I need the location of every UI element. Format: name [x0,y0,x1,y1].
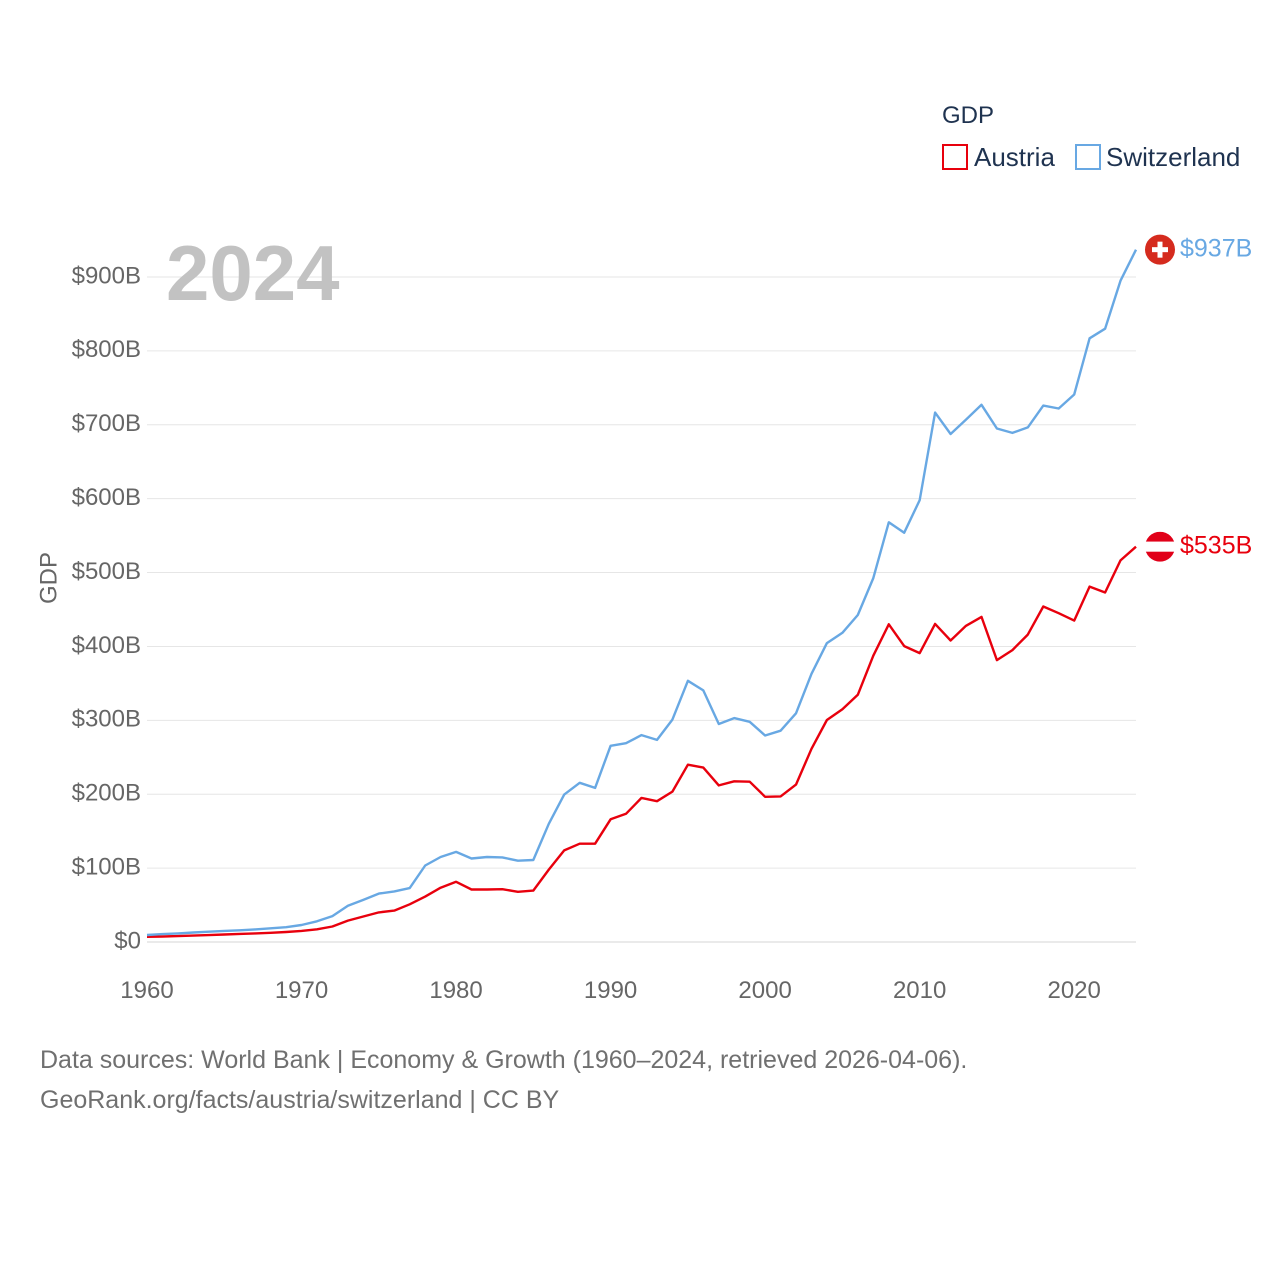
end-value-label-switzerland: $937B [1180,234,1252,262]
y-tick-label: $100B [72,853,141,880]
legend-swatch-austria [942,144,968,170]
y-tick-label: $600B [72,484,141,511]
year-watermark: 2024 [166,229,340,317]
y-tick-label: $300B [72,706,141,733]
legend-label-austria: Austria [974,142,1055,172]
x-tick-label: 1970 [275,977,328,1004]
footer: Data sources: World Bank | Economy & Gro… [40,1040,967,1120]
legend: GDP Austria Switzerland [942,102,1240,172]
source-url: GeoRank.org/facts/austria/switzerland | … [40,1086,560,1114]
grid-lines [147,276,1136,943]
series-lines [146,249,1138,938]
x-tick-label: 1960 [120,977,173,1004]
x-tick-label: 2020 [1047,977,1100,1004]
x-tick-label: 1980 [429,977,482,1004]
austria-flag-icon [1145,531,1175,562]
x-tick-label: 1990 [584,977,637,1004]
y-axis-label: GDP [35,552,62,604]
y-axis-ticks: $0 $100B $200B $300B $400B $500B $600B $700B $80… [72,262,141,954]
data-source-note: Data sources: World Bank | Economy & Gro… [40,1046,968,1074]
y-tick-label: $800B [72,336,141,363]
series-line-austria [146,545,1137,938]
end-markers: $535B $937B [1145,234,1252,562]
y-tick-label: $700B [72,410,141,437]
y-tick-label: $200B [72,780,141,807]
y-tick-label: $500B [72,558,141,585]
switzerland-flag-icon [1145,234,1175,265]
legend-swatch-switzerland [1075,144,1101,170]
legend-item-austria[interactable]: Austria [942,142,1055,172]
x-tick-label: 2000 [738,977,791,1004]
y-tick-label: $900B [72,262,141,289]
end-value-label-austria: $535B [1180,531,1252,559]
y-tick-label: $0 [114,927,141,954]
legend-label-switzerland: Switzerland [1106,142,1240,172]
legend-title: GDP [942,102,994,129]
y-tick-label: $400B [72,632,141,659]
x-tick-label: 2010 [893,977,946,1004]
legend-item-switzerland[interactable]: Switzerland [1075,142,1240,172]
x-axis-ticks: 1960 1970 1980 1990 2000 2010 2020 [120,977,1101,1004]
series-line-switzerland [146,249,1138,937]
